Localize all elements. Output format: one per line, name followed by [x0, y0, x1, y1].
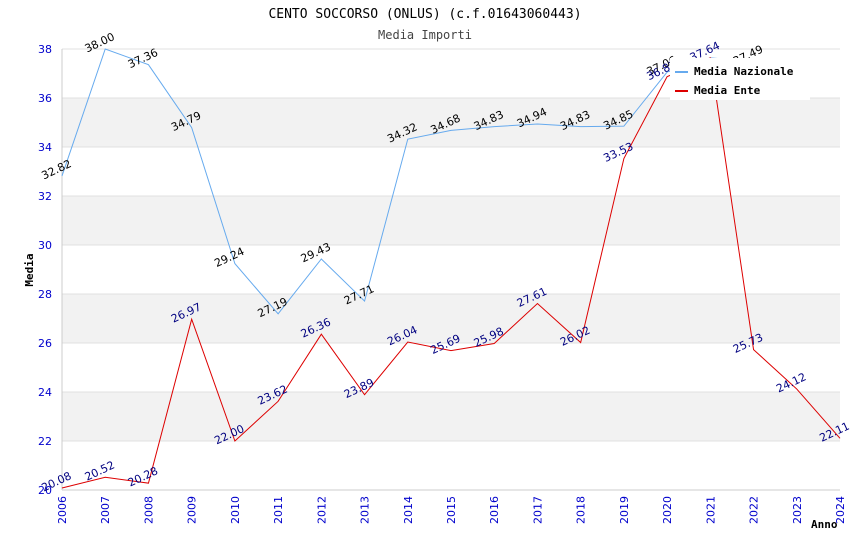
y-tick-label: 24 — [38, 386, 52, 399]
x-tick-label: 2024 — [834, 496, 847, 524]
x-tick-label: 2010 — [229, 496, 242, 524]
chart-title: CENTO SOCCORSO (ONLUS) (c.f.01643060443) — [268, 7, 581, 22]
y-tick-label: 30 — [38, 239, 52, 252]
y-tick-label: 20 — [38, 484, 52, 497]
legend-box — [670, 58, 810, 100]
y-axis-ticks: 20 22 24 26 28 30 32 34 36 38 — [38, 43, 52, 497]
x-tick-label: 2019 — [618, 496, 631, 524]
x-tick-label: 2013 — [359, 496, 372, 524]
y-tick-label: 38 — [38, 43, 52, 56]
x-tick-label: 2016 — [488, 496, 501, 524]
x-tick-label: 2012 — [315, 496, 328, 524]
y-tick-label: 26 — [38, 337, 52, 350]
x-tick-label: 2018 — [575, 496, 588, 524]
x-tick-label: 2014 — [402, 496, 415, 524]
x-axis-title: Anno — [811, 518, 838, 531]
grid-band — [62, 245, 840, 294]
x-tick-label: 2009 — [186, 496, 199, 524]
legend-label-media-nazionale: Media Nazionale — [694, 65, 794, 78]
chart-subtitle: Media Importi — [378, 28, 472, 42]
x-tick-label: 2015 — [445, 496, 458, 524]
legend: Media Nazionale Media Ente — [670, 58, 810, 100]
y-tick-label: 32 — [38, 190, 52, 203]
series-group — [61, 48, 841, 489]
data-label: 20.08 — [39, 469, 73, 494]
x-tick-label: 2023 — [791, 496, 804, 524]
x-tick-label: 2020 — [661, 496, 674, 524]
y-tick-label: 28 — [38, 288, 52, 301]
x-tick-label: 2017 — [531, 496, 544, 524]
x-tick-label: 2006 — [56, 496, 69, 524]
x-tick-label: 2007 — [99, 496, 112, 524]
x-tick-label: 2008 — [142, 496, 155, 524]
grid-band — [62, 98, 840, 147]
x-tick-label: 2021 — [704, 496, 717, 524]
legend-label-media-ente: Media Ente — [694, 84, 761, 97]
y-tick-label: 36 — [38, 92, 52, 105]
x-axis-ticks: 2006 2007 2008 2009 2010 2011 2012 2013 2014 2015… — [56, 496, 847, 524]
grid-band — [62, 441, 840, 490]
grid-bands — [62, 49, 840, 490]
x-tick-label: 2022 — [748, 496, 761, 524]
grid-band — [62, 392, 840, 441]
series-line-media-ente — [61, 57, 841, 489]
grid-band — [62, 343, 840, 392]
y-tick-label: 22 — [38, 435, 52, 448]
gridlines — [61, 48, 840, 491]
grid-band — [62, 147, 840, 196]
y-axis-title: Media — [23, 253, 36, 286]
grid-band — [62, 196, 840, 245]
y-tick-label: 34 — [38, 141, 52, 154]
series-line-media-nazionale — [61, 48, 754, 315]
x-tick-label: 2011 — [272, 496, 285, 524]
